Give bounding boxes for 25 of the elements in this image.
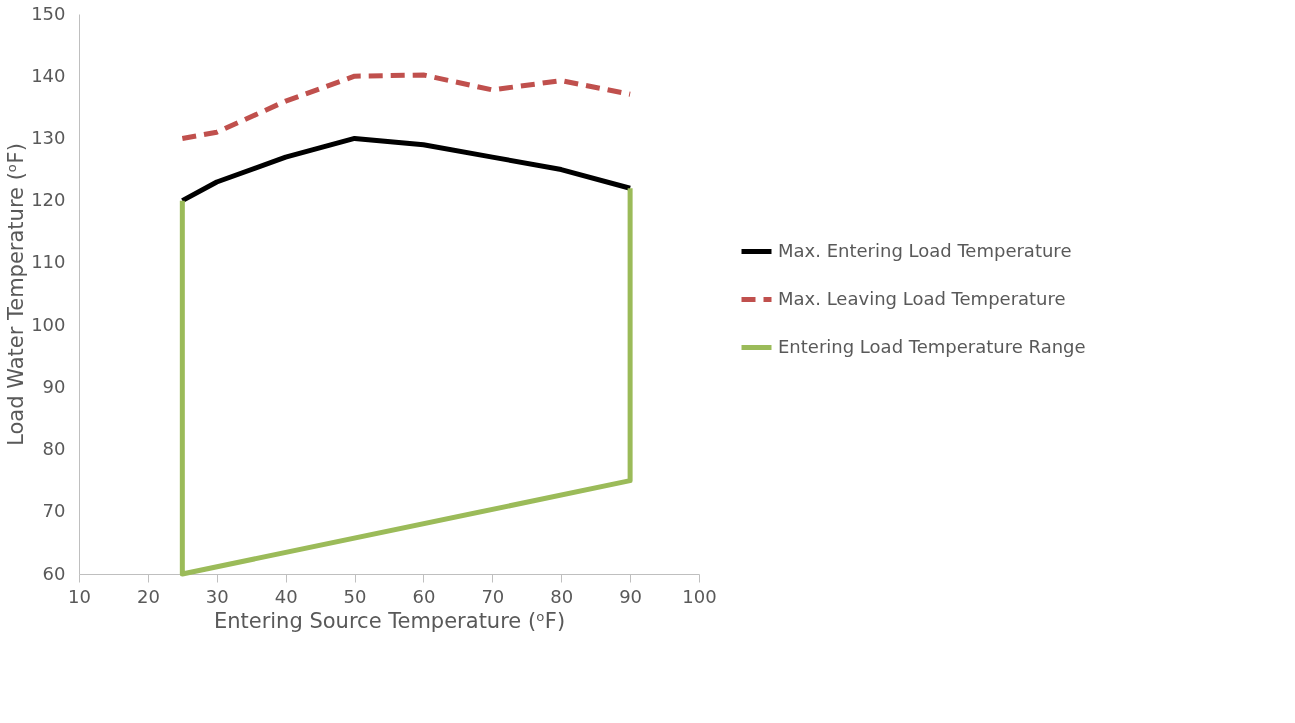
legend-label: Entering Load Temperature Range — [778, 335, 1086, 357]
y-tick-label: 90 — [42, 375, 66, 397]
y-tick-label: 150 — [31, 2, 66, 24]
x-tick-label: 60 — [412, 585, 436, 607]
y-axis-title: Load Water Temperature (ᵒF) — [4, 143, 29, 446]
legend-label: Max. Entering Load Temperature — [778, 239, 1072, 261]
y-tick-label: 130 — [31, 126, 66, 148]
x-tick-label: 70 — [481, 585, 505, 607]
x-tick-label: 20 — [136, 585, 160, 607]
x-tick-label: 100 — [682, 585, 717, 607]
x-tick-label: 30 — [205, 585, 229, 607]
x-tick-label: 80 — [550, 585, 574, 607]
y-tick-label: 70 — [42, 500, 66, 522]
x-tick-label: 50 — [343, 585, 367, 607]
y-tick-label: 120 — [31, 189, 66, 211]
legend-label: Max. Leaving Load Temperature — [778, 287, 1066, 309]
y-tick-label: 140 — [31, 64, 66, 86]
x-tick-label: 40 — [274, 585, 298, 607]
x-axis-title: Entering Source Temperature (ᵒF) — [213, 608, 566, 633]
y-tick-label: 100 — [31, 313, 66, 335]
x-tick-label: 10 — [68, 585, 91, 607]
y-tick-label: 60 — [42, 562, 66, 584]
x-tick-label: 90 — [619, 585, 643, 607]
y-tick-label: 80 — [42, 438, 66, 460]
y-tick-label: 110 — [31, 251, 66, 273]
